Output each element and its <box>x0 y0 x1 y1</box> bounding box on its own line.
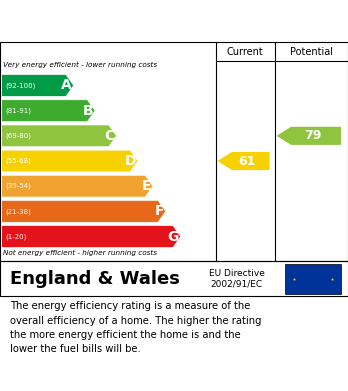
Text: Energy Efficiency Rating: Energy Efficiency Rating <box>60 12 288 30</box>
Text: Current: Current <box>227 47 264 57</box>
Text: Very energy efficient - lower running costs: Very energy efficient - lower running co… <box>3 62 158 68</box>
Polygon shape <box>2 201 166 222</box>
Text: (81-91): (81-91) <box>5 108 31 114</box>
Text: E: E <box>142 179 151 193</box>
Text: G: G <box>167 230 179 244</box>
Text: B: B <box>82 104 93 118</box>
Text: (21-38): (21-38) <box>5 208 31 215</box>
Polygon shape <box>2 176 153 197</box>
Polygon shape <box>277 127 341 145</box>
Text: EU Directive
2002/91/EC: EU Directive 2002/91/EC <box>209 269 264 289</box>
Polygon shape <box>2 226 181 248</box>
Polygon shape <box>2 125 116 147</box>
Text: 79: 79 <box>304 129 321 142</box>
Polygon shape <box>2 75 74 96</box>
Polygon shape <box>2 100 95 122</box>
Bar <box>285 264 341 294</box>
Text: 61: 61 <box>238 154 256 167</box>
Text: (92-100): (92-100) <box>5 82 35 89</box>
Text: D: D <box>125 154 136 168</box>
Text: F: F <box>155 204 164 219</box>
Text: Not energy efficient - higher running costs: Not energy efficient - higher running co… <box>3 249 158 256</box>
Polygon shape <box>218 152 270 170</box>
Text: Potential: Potential <box>290 47 333 57</box>
Text: (1-20): (1-20) <box>5 233 26 240</box>
Text: A: A <box>61 79 72 93</box>
Text: C: C <box>104 129 115 143</box>
Text: England & Wales: England & Wales <box>10 270 180 288</box>
Text: (69-80): (69-80) <box>5 133 31 139</box>
Text: The energy efficiency rating is a measure of the
overall efficiency of a home. T: The energy efficiency rating is a measur… <box>10 301 262 354</box>
Polygon shape <box>2 150 138 172</box>
Text: (39-54): (39-54) <box>5 183 31 190</box>
Text: (55-68): (55-68) <box>5 158 31 164</box>
